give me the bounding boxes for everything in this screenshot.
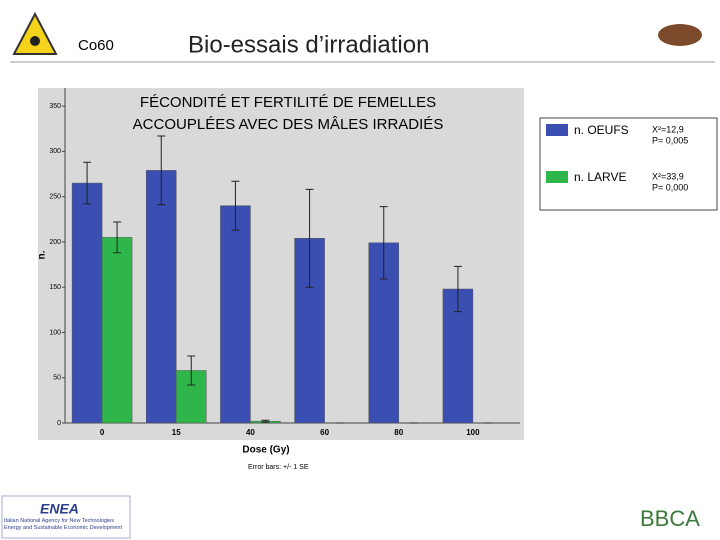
y-tick-label: 150: [49, 284, 61, 291]
x-tick-label: 80: [394, 428, 403, 437]
error-bar: [305, 188, 314, 288]
stat-p: P= 0,000: [652, 182, 688, 192]
y-tick-label: 300: [49, 148, 61, 155]
error-bar: [187, 355, 196, 386]
weevil-icon: [658, 24, 702, 46]
error-bar: [261, 419, 270, 423]
bar: [146, 170, 177, 424]
radiation-icon-center: [30, 36, 40, 46]
x-axis-label: Dose (Gy): [242, 445, 289, 456]
y-tick-label: 200: [49, 239, 61, 246]
error-bar: [83, 161, 92, 205]
y-tick-label: 0: [57, 420, 61, 427]
error-bar: [379, 206, 388, 280]
header-title: Bio-essais d’irradiation: [188, 31, 429, 58]
x-tick-label: 100: [466, 428, 480, 437]
x-tick-label: 15: [172, 428, 181, 437]
agency-wrap: Italian National Agency for New Technolo…: [4, 518, 123, 531]
stat-chi: X²=33,9: [652, 171, 684, 181]
chart-title: FÉCONDITÉ ET FERTILITÉ DE FEMELLES: [140, 94, 436, 111]
radiation-icon: [12, 11, 58, 55]
stat-p: P= 0,005: [652, 135, 688, 145]
agency-text: Italian National Agency for New Technolo…: [4, 518, 123, 531]
x-tick-label: 0: [100, 428, 105, 437]
stat-chi: X²=12,9: [652, 124, 684, 134]
y-tick-label: 350: [49, 103, 61, 110]
y-tick-label: 50: [53, 375, 61, 382]
y-tick-label: 250: [49, 193, 61, 200]
header-label: Co60: [78, 37, 114, 54]
x-tick-label: 40: [246, 428, 255, 437]
error-bar: [113, 221, 122, 254]
legend-label: n. OEUFS: [574, 123, 629, 137]
bar: [101, 237, 133, 424]
error-bar: [157, 135, 166, 206]
y-tick-label: 100: [49, 329, 61, 336]
legend-box: [539, 117, 718, 211]
legend-swatch: [546, 124, 568, 136]
enea-logo-box: [1, 495, 131, 539]
legend-swatch: [546, 171, 568, 183]
error-bar: [231, 180, 240, 231]
x-tick-label: 60: [320, 428, 329, 437]
y-axis-label: n.: [37, 250, 48, 259]
bar: [71, 182, 103, 424]
error-bar-note: Error bars: +/- 1 SE: [248, 464, 309, 471]
bar: [220, 205, 251, 424]
chart-title: ACCOUPLÉES AVEC DES MÂLES IRRADIÉS: [133, 116, 444, 133]
partner-logo: BBCA: [640, 506, 700, 531]
legend-label: n. LARVE: [574, 170, 626, 184]
error-bar: [453, 265, 462, 313]
enea-logo: ENEA: [40, 501, 79, 517]
